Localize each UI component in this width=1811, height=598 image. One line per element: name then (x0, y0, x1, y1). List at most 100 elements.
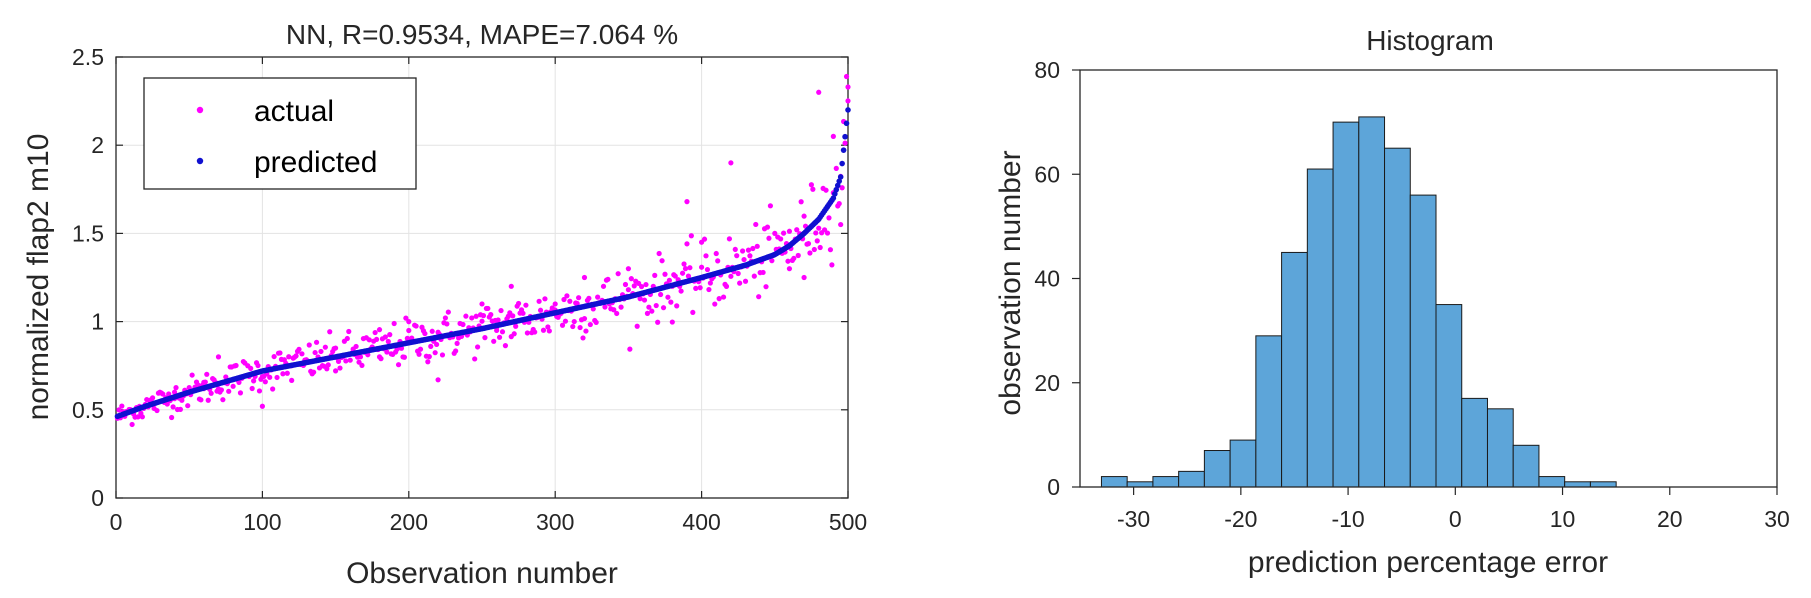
actual-point (230, 383, 236, 389)
actual-point (791, 255, 797, 261)
actual-point (546, 328, 552, 334)
actual-point (453, 348, 459, 354)
plot-area (115, 56, 849, 499)
predicted-point (843, 120, 850, 127)
scatter-chart: NN, R=0.9534, MAPE=7.064 % 0 100 200 300 400… (22, 19, 867, 590)
histogram-bar (1281, 251, 1308, 488)
predicted-point (840, 147, 847, 153)
actual-point (595, 294, 601, 300)
actual-point (816, 89, 822, 95)
actual-point (735, 270, 741, 277)
actual-point (842, 140, 848, 146)
legend-label-predicted: predicted (254, 146, 377, 179)
x-axis-label: Observation number (346, 557, 618, 590)
y-axis-label: observation number (994, 150, 1027, 415)
actual-point (271, 353, 277, 360)
actual-point (807, 250, 813, 256)
actual-point (646, 304, 652, 310)
histogram-bar (1203, 450, 1231, 488)
actual-point (416, 351, 422, 357)
actual-point (434, 341, 440, 348)
actual-point (401, 354, 408, 360)
histogram-bar (1178, 470, 1205, 488)
actual-point (732, 246, 738, 253)
legend: actual predicted (143, 77, 417, 190)
x-tick-label: 200 (390, 509, 428, 535)
actual-point (325, 362, 331, 368)
actual-point (312, 349, 318, 356)
actual-point (337, 365, 343, 371)
actual-point (220, 397, 226, 403)
actual-point (586, 295, 592, 301)
actual-point (286, 354, 292, 360)
actual-point (425, 359, 431, 365)
actual-point (583, 328, 589, 334)
histogram-bar (1486, 408, 1514, 488)
actual-point (502, 343, 509, 349)
chart-title: Histogram (1366, 25, 1494, 56)
histogram-bar (1306, 168, 1334, 488)
actual-point (772, 230, 778, 236)
actual-point (577, 324, 583, 331)
actual-point (395, 362, 402, 368)
actual-point (495, 317, 501, 323)
actual-point (669, 319, 675, 325)
actual-point (627, 346, 633, 352)
actual-point (520, 310, 526, 316)
actual-point (313, 339, 320, 345)
actual-point (767, 203, 774, 209)
actual-point (366, 337, 372, 343)
y-tick-label: 0.5 (72, 397, 104, 423)
x-axis-label: prediction percentage error (1248, 546, 1608, 579)
actual-point (615, 271, 621, 277)
actual-point (429, 328, 435, 334)
actual-point (428, 343, 434, 349)
actual-point (274, 374, 280, 381)
actual-point (496, 334, 503, 340)
actual-point (129, 421, 135, 428)
actual-point (236, 379, 242, 385)
histogram-bar (1358, 116, 1386, 488)
actual-point (439, 352, 446, 358)
actual-point (839, 185, 845, 191)
actual-point (139, 414, 145, 420)
actual-point (185, 403, 191, 409)
x-tick-label: -20 (1224, 506, 1257, 532)
actual-point (810, 186, 816, 192)
actual-point (618, 304, 624, 310)
legend-label-actual: actual (254, 95, 334, 128)
actual-point (631, 283, 637, 289)
actual-point (262, 379, 268, 385)
histogram-bar (1152, 476, 1180, 488)
actual-point (682, 266, 689, 272)
actual-point (653, 302, 659, 309)
x-tick-label: 30 (1764, 506, 1790, 532)
chart-title: NN, R=0.9534, MAPE=7.064 % (286, 19, 678, 50)
actual-point (494, 327, 500, 334)
actual-point (753, 221, 759, 228)
y-axis-label: normalized flap2 m10 (22, 134, 55, 421)
actual-point (116, 407, 122, 413)
actual-point (406, 319, 412, 325)
actual-point (763, 284, 769, 290)
y-tick-label: 0 (91, 485, 104, 511)
actual-point (655, 319, 661, 325)
actual-point (833, 165, 839, 171)
predicted-point (830, 195, 837, 201)
actual-point (634, 323, 640, 329)
actual-point (678, 288, 684, 294)
y-tick-label: 40 (1034, 266, 1060, 292)
predicted-point (833, 186, 840, 193)
x-tick-label: 0 (110, 509, 123, 535)
actual-point (728, 160, 734, 166)
actual-point (346, 328, 352, 335)
actual-point (559, 322, 566, 328)
y-tick-label: 1.5 (72, 220, 104, 246)
actual-point (641, 297, 648, 303)
actual-point (562, 318, 569, 324)
actual-point (581, 315, 588, 322)
actual-point (649, 308, 655, 314)
actual-point (794, 227, 800, 233)
actual-point (576, 295, 582, 301)
actual-point (343, 358, 349, 364)
